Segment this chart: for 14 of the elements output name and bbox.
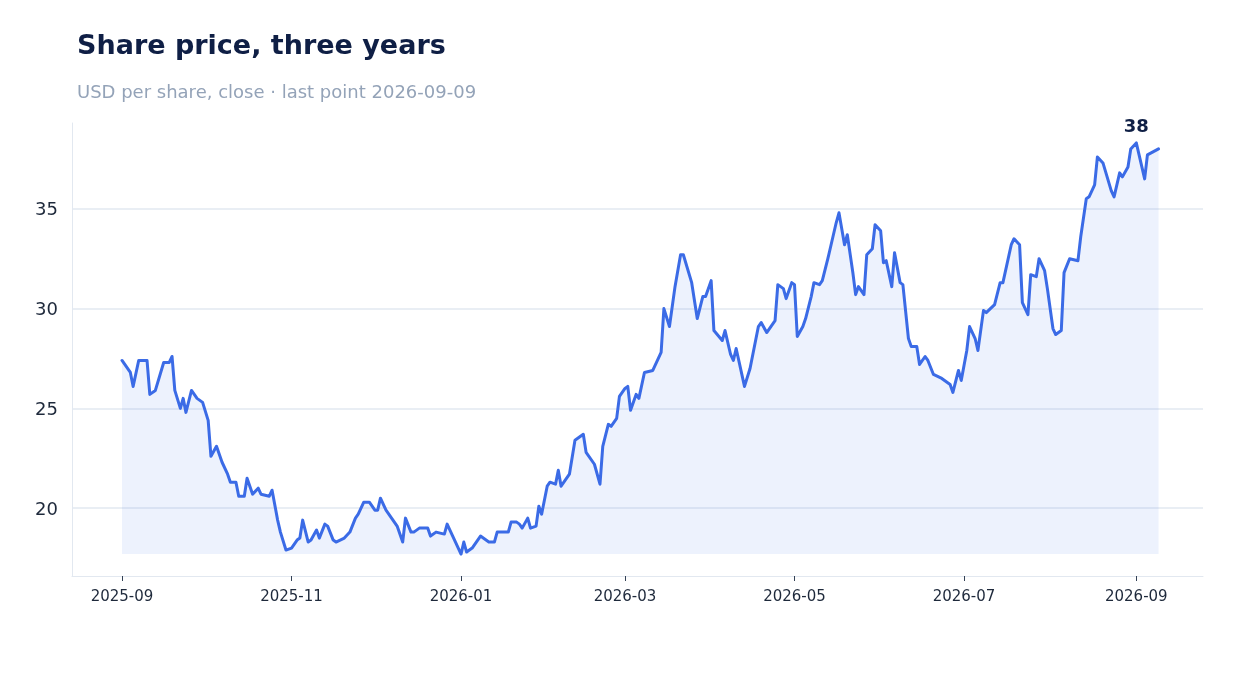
x-tick-label: 2026-01 [429,586,493,605]
x-tick-label: 2026-03 [593,586,657,605]
x-tick-label: 2026-05 [763,586,826,605]
x-tick-label: 2026-07 [932,586,996,605]
x-tick-label: 2025-09 [90,586,154,605]
data-label: 38 [1123,115,1149,137]
chart-subtitle: USD per share, close · last point 2026-09-09 [77,80,477,102]
chart-title: Share price, three years [77,29,446,60]
y-tick-label: 30 [35,298,58,320]
y-tick-label: 35 [35,198,58,220]
x-tick-label: 2025-11 [260,586,323,605]
y-tick-label: 20 [35,497,58,519]
x-tick-label: 2026-09 [1104,586,1168,605]
y-tick-label: 25 [35,397,58,419]
